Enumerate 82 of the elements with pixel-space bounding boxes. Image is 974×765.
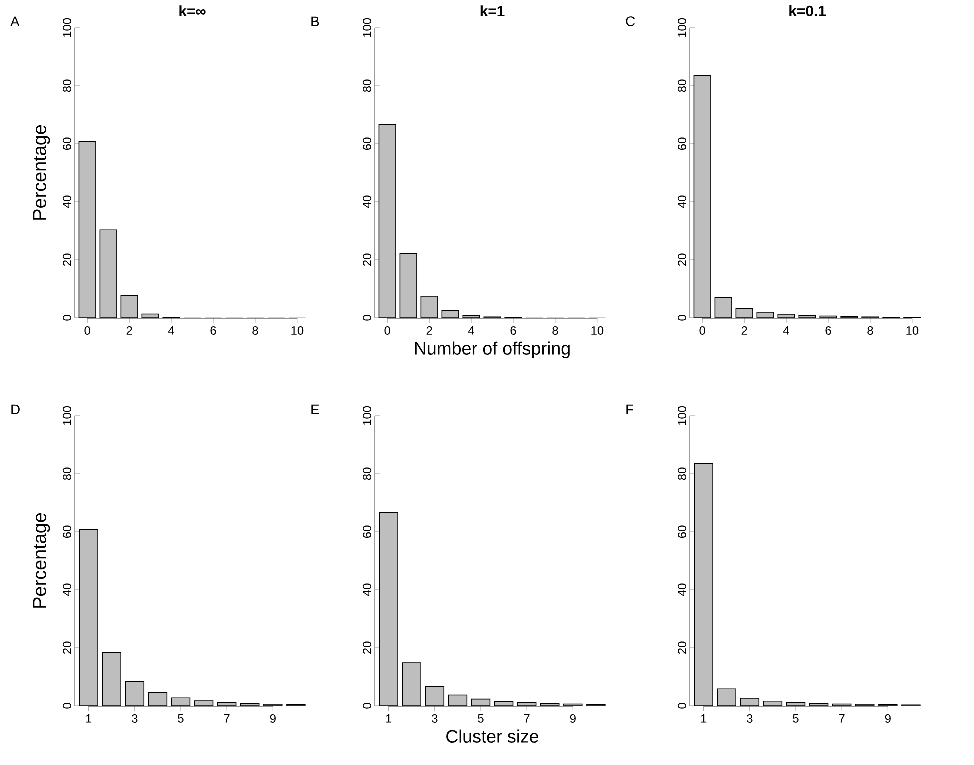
y-tick-label: 80	[63, 468, 72, 480]
y-tick-label: 60	[63, 138, 72, 150]
x-tick-label: 9	[570, 714, 576, 723]
x-tick-label: 3	[432, 714, 438, 723]
y-tick-label: 80	[363, 80, 372, 92]
y-tick-label: 40	[678, 196, 686, 208]
x-tick-label: 3	[747, 714, 753, 723]
x-tick-label: 10	[592, 326, 604, 335]
x-tick-label: 9	[270, 714, 276, 723]
x-tick-label: 1	[86, 714, 92, 723]
text: E	[312, 404, 320, 414]
y-tick-label: 80	[363, 468, 372, 480]
x-tick-label: 8	[552, 326, 558, 335]
x-axis-title: Number of offspring	[415, 342, 570, 359]
x-tick-label: 4	[783, 326, 790, 335]
y-tick-label: 20	[678, 254, 686, 266]
y-tick-label: 60	[678, 138, 686, 150]
y-tick-label: 40	[678, 584, 686, 596]
text: A	[10, 16, 20, 26]
y-tick-label: 100	[678, 18, 686, 38]
text: C	[626, 16, 636, 26]
y-tick-label: 60	[363, 138, 372, 150]
y-tick-label: 0	[678, 703, 686, 709]
y-tick-label: 100	[678, 406, 686, 426]
y-tick-label: 0	[363, 703, 372, 709]
x-tick-label: 10	[292, 326, 304, 335]
x-tick-label: 2	[426, 326, 432, 335]
y-tick-label: 100	[363, 18, 372, 38]
y-tick-label: 60	[363, 526, 372, 538]
chart-title: k=1	[480, 6, 505, 16]
x-tick-label: 2	[126, 326, 132, 335]
y-tick-label: 40	[363, 196, 372, 208]
x-tick-label: 0	[700, 326, 706, 335]
x-tick-label: 5	[478, 714, 484, 723]
chart-title: k=∞	[180, 6, 206, 16]
x-tick-label: 0	[84, 326, 90, 335]
y-tick-label: 60	[63, 526, 72, 538]
y-tick-label: 0	[63, 703, 72, 709]
chart-title: k=0.1	[790, 6, 826, 16]
x-tick-label: 6	[210, 326, 216, 335]
y-tick-label: 100	[363, 406, 372, 426]
y-tick-label: 0	[63, 315, 72, 321]
x-tick-label: 0	[384, 326, 390, 335]
x-tick-label: 1	[701, 714, 707, 723]
y-tick-label: 20	[363, 642, 372, 654]
y-tick-label: 40	[363, 584, 372, 596]
text: D	[12, 404, 20, 414]
y-tick-label: 60	[678, 526, 686, 538]
y-axis-title: Percentage	[33, 125, 50, 220]
x-tick-label: 4	[468, 326, 474, 335]
y-tick-label: 0	[363, 315, 372, 321]
x-tick-label: 1	[386, 714, 392, 723]
x-tick-label: 3	[132, 714, 138, 723]
x-tick-label: 2	[742, 326, 748, 335]
x-tick-label: 4	[168, 326, 174, 335]
x-tick-label: 10	[906, 326, 919, 335]
y-tick-label: 80	[63, 80, 72, 92]
y-tick-label: 100	[63, 406, 72, 426]
x-tick-label: 7	[839, 714, 845, 723]
x-tick-label: 8	[868, 326, 874, 335]
x-tick-label: 6	[826, 326, 832, 335]
text: F	[626, 404, 634, 414]
x-axis-title: Cluster size	[446, 730, 539, 743]
x-tick-label: 5	[793, 714, 799, 723]
y-tick-label: 0	[678, 315, 686, 321]
y-tick-label: 20	[63, 642, 72, 654]
y-tick-label: 20	[363, 254, 372, 266]
y-tick-label: 80	[678, 468, 686, 480]
y-tick-label: 20	[678, 642, 686, 654]
y-tick-label: 80	[678, 80, 686, 92]
y-tick-label: 100	[63, 18, 72, 38]
x-tick-label: 6	[510, 326, 516, 335]
x-tick-label: 5	[178, 714, 184, 723]
y-axis-title: Percentage	[33, 513, 50, 608]
x-tick-label: 8	[252, 326, 258, 335]
x-tick-label: 7	[224, 714, 230, 723]
y-tick-label: 20	[63, 254, 72, 266]
x-tick-label: 7	[524, 714, 530, 723]
y-tick-label: 40	[63, 584, 72, 596]
text: B	[312, 16, 320, 26]
x-tick-label: 9	[885, 714, 891, 723]
y-tick-label: 40	[63, 196, 72, 208]
